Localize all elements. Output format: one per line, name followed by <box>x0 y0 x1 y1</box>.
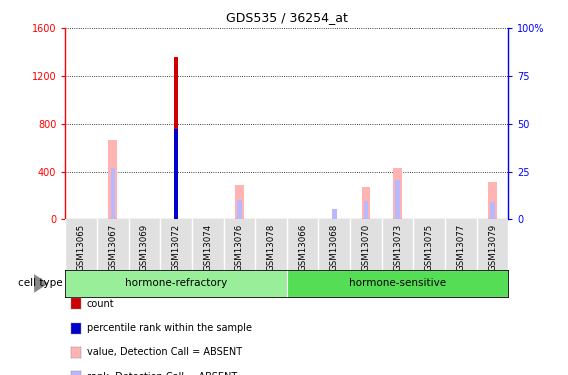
Text: GSM13074: GSM13074 <box>203 224 212 271</box>
Bar <box>287 270 508 297</box>
Text: hormone-refractory: hormone-refractory <box>125 279 227 288</box>
Text: GSM13075: GSM13075 <box>425 224 434 271</box>
Text: GSM13069: GSM13069 <box>140 224 149 270</box>
Text: cell type: cell type <box>18 279 62 288</box>
Bar <box>65 270 287 297</box>
Title: GDS535 / 36254_at: GDS535 / 36254_at <box>226 11 348 24</box>
Text: GSM13078: GSM13078 <box>266 224 275 271</box>
Text: GSM13072: GSM13072 <box>172 224 181 271</box>
Text: rank, Detection Call = ABSENT: rank, Detection Call = ABSENT <box>87 372 237 375</box>
Bar <box>235 185 244 219</box>
Text: percentile rank within the sample: percentile rank within the sample <box>87 323 252 333</box>
Bar <box>488 182 497 219</box>
Bar <box>490 202 495 219</box>
Text: GSM13070: GSM13070 <box>361 224 370 271</box>
Text: GSM13065: GSM13065 <box>77 224 86 271</box>
Bar <box>361 187 370 219</box>
Text: GSM13077: GSM13077 <box>457 224 465 271</box>
Bar <box>395 180 400 219</box>
Bar <box>108 141 117 219</box>
Polygon shape <box>34 274 48 293</box>
Bar <box>332 209 336 219</box>
Text: value, Detection Call = ABSENT: value, Detection Call = ABSENT <box>87 348 242 357</box>
Bar <box>364 201 368 219</box>
Text: GSM13068: GSM13068 <box>330 224 339 271</box>
Bar <box>174 129 178 219</box>
Text: count: count <box>87 299 115 309</box>
Bar <box>111 168 115 219</box>
Bar <box>174 57 178 219</box>
Text: GSM13073: GSM13073 <box>393 224 402 271</box>
Text: GSM13067: GSM13067 <box>108 224 117 271</box>
Text: GSM13076: GSM13076 <box>235 224 244 271</box>
Text: GSM13079: GSM13079 <box>488 224 497 270</box>
Text: GSM13066: GSM13066 <box>298 224 307 271</box>
Text: hormone-sensitive: hormone-sensitive <box>349 279 446 288</box>
Bar <box>237 200 241 219</box>
Bar <box>393 168 402 219</box>
